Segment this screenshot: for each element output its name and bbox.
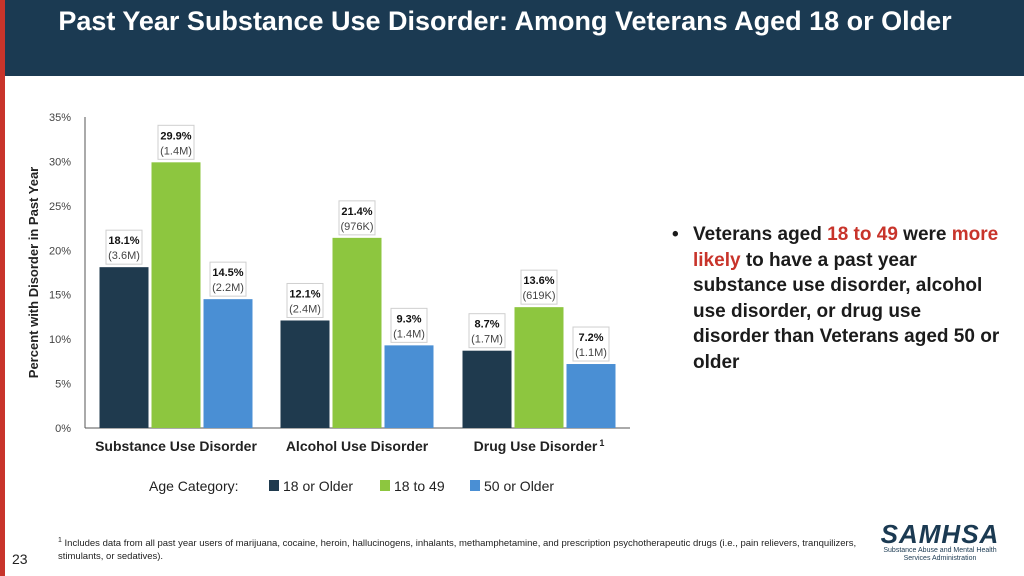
data-label-percent: 21.4% xyxy=(341,206,372,218)
logo-subtitle: Substance Abuse and Mental Health Servic… xyxy=(883,547,997,562)
bar xyxy=(332,237,382,428)
legend-label: 18 to 49 xyxy=(394,478,445,494)
data-label-box xyxy=(572,326,610,362)
bullet-text-part: to have a past year substance use disord… xyxy=(693,249,1000,373)
data-label-box xyxy=(286,282,324,318)
bar xyxy=(514,307,564,428)
data-label-count: (3.6M) xyxy=(108,250,140,262)
footnote: 1 Includes data from all past year users… xyxy=(58,534,858,563)
legend-swatch xyxy=(380,480,390,491)
y-tick-label: 10% xyxy=(49,334,71,346)
bullet-dot: • xyxy=(672,224,679,245)
data-label-count: (1.4M) xyxy=(160,145,192,157)
bullet-highlight-likely: more likely xyxy=(693,224,999,271)
bar xyxy=(151,162,201,428)
data-label-box xyxy=(338,200,376,236)
data-label-box xyxy=(468,313,506,349)
y-tick-label: 5% xyxy=(55,379,71,391)
footnote-text: Includes data from all past year users o… xyxy=(58,538,857,563)
bar xyxy=(280,320,330,428)
x-category-label: Alcohol Use Disorder xyxy=(286,438,429,454)
bullet-text: Veterans aged 18 to 49 were more likely … xyxy=(672,222,1002,375)
data-label-count: (2.4M) xyxy=(289,303,321,315)
x-category-label: Drug Use Disorder 1 xyxy=(474,438,605,454)
legend-swatch xyxy=(269,480,279,491)
y-tick-label: 20% xyxy=(49,245,71,257)
bar xyxy=(384,345,434,428)
data-label-count: (1.4M) xyxy=(393,328,425,340)
data-label-count: (1.7M) xyxy=(471,334,503,346)
data-label-count: (2.2M) xyxy=(212,282,244,294)
data-label-percent: 7.2% xyxy=(578,332,603,344)
data-label-percent: 13.6% xyxy=(523,275,554,287)
data-label-box xyxy=(209,261,247,297)
category-superscript: 1 xyxy=(599,438,604,448)
y-tick-label: 15% xyxy=(49,290,71,302)
data-label-count: (976K) xyxy=(340,221,373,233)
left-accent-stripe xyxy=(0,0,5,576)
legend-swatch xyxy=(470,480,480,491)
bar xyxy=(462,350,512,428)
y-tick-label: 30% xyxy=(49,156,71,168)
data-label-percent: 12.1% xyxy=(289,288,320,300)
x-category-label: Substance Use Disorder xyxy=(95,438,257,454)
data-label-box xyxy=(157,124,195,160)
page-title: Past Year Substance Use Disorder: Among … xyxy=(58,6,952,36)
legend-label: 50 or Older xyxy=(484,478,554,494)
bullet-text-part: were xyxy=(897,224,952,245)
y-axis-label: Percent with Disorder in Past Year xyxy=(26,167,41,378)
bar xyxy=(566,364,616,428)
bullet-text-part: Veterans aged xyxy=(693,224,828,245)
title-bar xyxy=(5,0,1024,76)
y-tick-label: 25% xyxy=(49,201,71,213)
data-label-count: (619K) xyxy=(522,290,555,302)
data-label-count: (1.1M) xyxy=(575,347,607,359)
bar xyxy=(99,267,149,428)
bullet-highlight-age: 18 to 49 xyxy=(827,224,898,245)
data-label-percent: 18.1% xyxy=(108,235,139,247)
data-label-box xyxy=(520,269,558,305)
page-number: 23 xyxy=(12,551,28,567)
legend-title: Age Category: xyxy=(149,478,239,494)
bar xyxy=(203,299,253,428)
legend-label: 18 or Older xyxy=(283,478,353,494)
y-tick-label: 0% xyxy=(55,423,71,435)
data-label-box xyxy=(105,229,143,265)
data-label-percent: 29.9% xyxy=(160,130,191,142)
key-finding-bullet: • Veterans aged 18 to 49 were more likel… xyxy=(672,222,1002,375)
data-label-percent: 9.3% xyxy=(396,313,421,325)
data-label-box xyxy=(390,307,428,343)
y-tick-label: 35% xyxy=(49,112,71,124)
data-label-percent: 8.7% xyxy=(474,319,499,331)
data-label-percent: 14.5% xyxy=(212,267,243,279)
samhsa-logo: SAMHSA Substance Abuse and Mental Health… xyxy=(870,521,1010,563)
logo-wordmark: SAMHSA xyxy=(880,519,1000,549)
footnote-marker: 1 xyxy=(58,537,62,544)
